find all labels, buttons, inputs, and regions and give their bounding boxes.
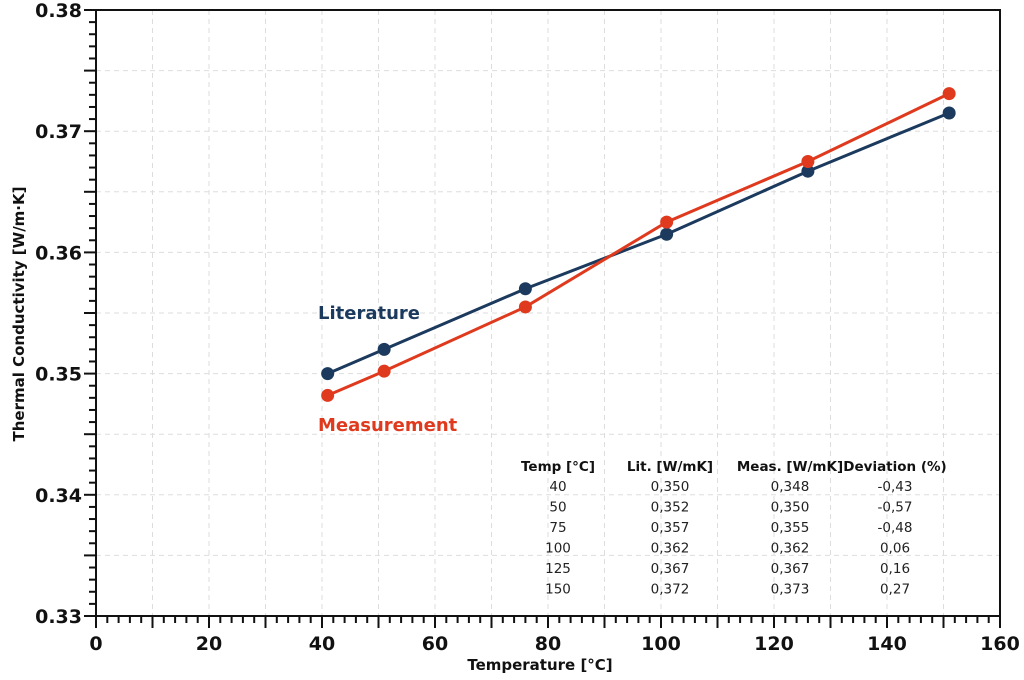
y-axis-label: Thermal Conductivity [W/m·K]	[10, 187, 28, 442]
table-cell: 0,373	[771, 582, 810, 598]
table-cell: 0,352	[651, 500, 690, 516]
table-cell: 0,350	[771, 500, 810, 516]
literature-point	[801, 164, 815, 178]
y-tick-label: 0.34	[35, 485, 82, 507]
table-cell: 125	[545, 561, 571, 577]
table-cell: 50	[549, 500, 566, 516]
x-tick-label: 0	[89, 633, 102, 655]
literature-point	[321, 367, 335, 381]
y-tick-label: 0.36	[35, 242, 82, 264]
x-tick-label: 40	[309, 633, 335, 655]
literature-line	[327, 111, 950, 375]
literature-point	[518, 282, 532, 296]
table-header: Deviation (%)	[843, 459, 946, 475]
table-cell: 150	[545, 582, 571, 598]
literature-point	[377, 342, 391, 356]
x-tick-label: 60	[422, 633, 448, 655]
table-cell: 0,350	[651, 479, 690, 495]
table-cell: -0,57	[878, 500, 913, 516]
measurement-point	[801, 155, 815, 168]
grid	[96, 10, 1000, 616]
table-cell: 40	[549, 479, 566, 495]
table-cell: 0,06	[880, 541, 910, 557]
measurement-point	[518, 300, 532, 314]
y-tick-label: 0.37	[35, 121, 82, 143]
table-header: Lit. [W/mK]	[627, 459, 713, 475]
table-cell: 0,357	[651, 520, 690, 536]
literature-point	[660, 227, 674, 241]
measurement-point	[660, 215, 674, 229]
legend-measurement: Measurement	[318, 415, 458, 436]
table-header: Meas. [W/mK]	[737, 459, 843, 475]
table-cell: 0,16	[880, 561, 910, 577]
x-tick-label: 20	[196, 633, 222, 655]
literature-point	[942, 106, 956, 120]
measurement-point	[942, 87, 956, 101]
table-cell: 0,372	[651, 582, 690, 598]
axes: 0.33 0.34 0.35 0.36 0.37 0.38 0 20 40 60 80 100 120 1…	[35, 0, 1020, 655]
table-cell: 0,362	[771, 541, 810, 557]
measurement-line	[327, 92, 950, 397]
data-table: Temp [°C] Lit. [W/mK] Meas. [W/mK] Deviatio…	[521, 459, 947, 598]
table-cell: 0,27	[880, 582, 910, 598]
table-cell: 0,367	[771, 561, 810, 577]
measurement-point	[377, 364, 391, 378]
x-tick-label: 160	[980, 633, 1020, 655]
table-cell: 100	[545, 541, 571, 557]
y-tick-label: 0.38	[35, 0, 82, 22]
table-cell: -0,43	[878, 479, 913, 495]
series	[321, 87, 956, 402]
x-tick-label: 120	[754, 633, 794, 655]
x-tick-label: 140	[867, 633, 907, 655]
table-header: Temp [°C]	[521, 459, 595, 475]
x-tick-label: 100	[641, 633, 681, 655]
x-axis-label: Temperature [°C]	[467, 656, 612, 674]
x-tick-label: 80	[535, 633, 561, 655]
y-tick-label: 0.35	[35, 364, 82, 386]
legend-literature: Literature	[318, 303, 420, 324]
y-tick-label: 0.33	[35, 606, 82, 628]
measurement-point	[321, 388, 335, 402]
table-cell: 0,367	[651, 561, 690, 577]
table-cell: -0,48	[878, 520, 913, 536]
table-cell: 0,355	[771, 520, 810, 536]
table-cell: 0,362	[651, 541, 690, 557]
table-cell: 75	[549, 520, 566, 536]
table-cell: 0,348	[771, 479, 810, 495]
